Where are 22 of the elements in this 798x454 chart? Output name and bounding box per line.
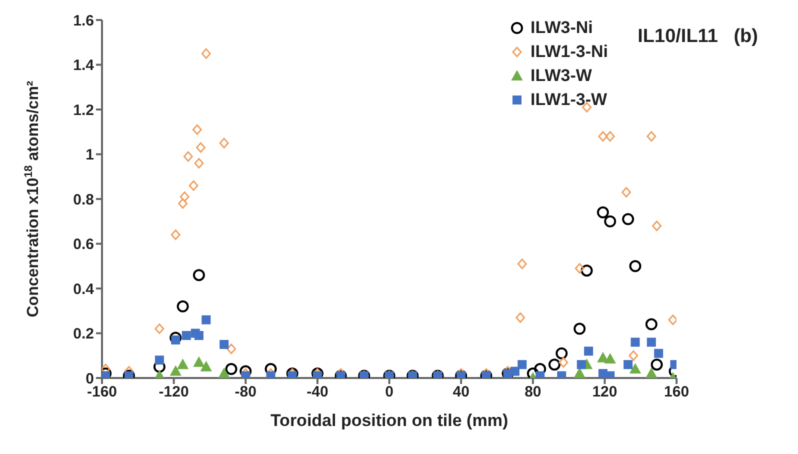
y-tick-label: 0.8 [73,191,94,208]
y-tick-label: 1 [86,146,94,164]
x-tick-label: 120 [592,384,618,401]
y-tick-label: 0.4 [73,280,95,298]
x-axis-title: Toroidal position on tile (mm) [270,411,508,430]
y-tick-label: 0.2 [73,326,94,343]
y-tick-label: 1.2 [73,102,94,119]
x-tick-label: 40 [452,384,470,401]
legend-label: ILW1-3-W [530,89,608,111]
x-tick-label: -40 [306,384,328,401]
x-tick-label: -80 [234,384,256,401]
y-tick-label: 1.4 [73,57,95,74]
x-tick-label: 160 [664,384,690,401]
x-tick-label: -120 [158,384,189,401]
annotation: IL10/IL11 (b) [638,26,758,48]
y-tick-label: 0.6 [73,236,94,254]
x-tick-label: 0 [385,384,394,401]
legend-label: ILW3-Ni [530,17,593,39]
y-tick-label: 1.6 [73,12,94,30]
legend-label: ILW3-W [530,65,592,87]
legend-label: ILW1-3-Ni [530,41,608,63]
x-tick-label: 80 [524,384,542,401]
